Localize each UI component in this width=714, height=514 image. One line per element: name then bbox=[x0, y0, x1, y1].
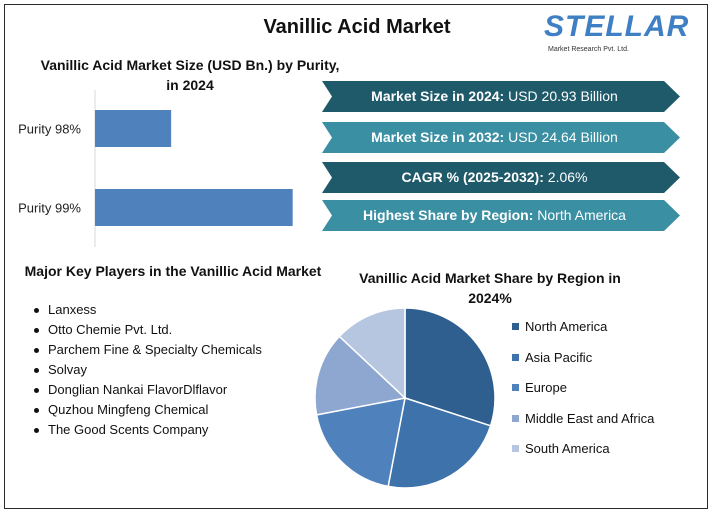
key-players-title: Major Key Players in the Vanillic Acid M… bbox=[24, 263, 322, 279]
stat-value: 2.06% bbox=[547, 169, 588, 185]
stat-market-size-2032: Market Size in 2032: USD 24.64 Billion bbox=[322, 122, 682, 153]
key-player-item: Quzhou Mingfeng Chemical bbox=[30, 400, 262, 420]
bar bbox=[95, 110, 172, 147]
bar-category-label: Purity 98% bbox=[18, 122, 81, 137]
stat-arrow-banner bbox=[322, 200, 680, 231]
key-player-item: Donglian Nankai FlavorDlflavor bbox=[30, 380, 262, 400]
stat-label: Market Size in 2032: bbox=[371, 129, 505, 145]
key-player-item: Solvay bbox=[30, 360, 262, 380]
key-players-list: Lanxess Otto Chemie Pvt. Ltd. Parchem Fi… bbox=[30, 300, 262, 440]
bar-category-label: Purity 99% bbox=[18, 201, 81, 216]
bullet-icon bbox=[34, 348, 39, 353]
key-player-item: Otto Chemie Pvt. Ltd. bbox=[30, 320, 262, 340]
legend-swatch bbox=[512, 384, 519, 392]
bullet-icon bbox=[34, 428, 39, 433]
legend-item: North America bbox=[512, 317, 654, 348]
bar-chart: Purity 98% Purity 99% bbox=[18, 90, 293, 247]
legend-swatch bbox=[512, 323, 519, 330]
bar-chart-title: Vanillic Acid Market Size (USD Bn.) by P… bbox=[40, 57, 340, 93]
legend-item: Asia Pacific bbox=[512, 348, 654, 379]
legend-item: South America bbox=[512, 439, 654, 470]
logo-brand: STELLAR bbox=[544, 10, 690, 43]
infographic-frame bbox=[4, 4, 708, 509]
pie-slice bbox=[315, 397, 406, 488]
pie-legend: North America Asia Pacific Europe Middle… bbox=[512, 317, 654, 470]
bullet-icon bbox=[34, 308, 39, 313]
key-player-item: Lanxess bbox=[30, 300, 262, 320]
logo-tagline: Market Research Pvt. Ltd. bbox=[548, 46, 629, 53]
legend-item: Europe bbox=[512, 378, 654, 409]
stat-market-size-2024: Market Size in 2024: USD 20.93 Billion bbox=[322, 81, 682, 112]
legend-swatch bbox=[512, 445, 519, 453]
pie-chart bbox=[314, 307, 496, 489]
stat-cagr: CAGR % (2025-2032): 2.06% bbox=[322, 162, 682, 193]
page-title: Vanillic Acid Market bbox=[263, 16, 451, 38]
bullet-icon bbox=[34, 328, 39, 333]
stat-label: CAGR % (2025-2032): bbox=[401, 169, 544, 185]
legend-swatch bbox=[512, 414, 519, 422]
key-player-item: The Good Scents Company bbox=[30, 420, 262, 440]
stat-highest-share-region: Highest Share by Region: North America bbox=[322, 200, 682, 231]
stat-label: Market Size in 2024: bbox=[371, 88, 505, 104]
stat-value: USD 24.64 Billion bbox=[508, 129, 618, 145]
bar bbox=[95, 189, 293, 226]
pie-slice bbox=[338, 307, 406, 400]
bullet-icon bbox=[34, 368, 39, 373]
stat-value: North America bbox=[537, 207, 626, 223]
pie-slice bbox=[314, 335, 407, 416]
pie-slice bbox=[404, 307, 496, 427]
legend-swatch bbox=[512, 353, 519, 361]
pie-chart-title: Vanillic Acid Market Share by Region in … bbox=[359, 270, 621, 306]
stat-value: USD 20.93 Billion bbox=[508, 88, 618, 104]
stellar-logo: STELLAR Market Research Pvt. Ltd. bbox=[544, 10, 694, 58]
stat-label: Highest Share by Region: bbox=[363, 207, 534, 223]
key-player-item: Parchem Fine & Specialty Chemicals bbox=[30, 340, 262, 360]
stat-arrow-banner bbox=[322, 122, 680, 153]
pie-slice bbox=[387, 397, 492, 489]
bullet-icon bbox=[34, 408, 39, 413]
legend-item: Middle East and Africa bbox=[512, 409, 654, 440]
bullet-icon bbox=[34, 388, 39, 393]
stat-arrow-banner bbox=[322, 81, 680, 112]
stat-arrow-banner bbox=[322, 162, 680, 193]
